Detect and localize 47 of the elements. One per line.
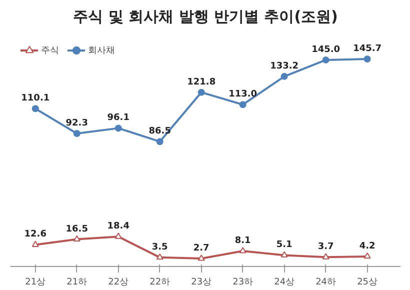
point	[280, 72, 288, 80]
point	[364, 252, 371, 259]
point	[73, 130, 80, 137]
data-label: 2.7	[193, 244, 210, 254]
chart-title: 주식 및 회사채 발행 반기별 추이(조원)	[73, 8, 338, 26]
x-tick-label: 21상	[25, 278, 46, 288]
data-label: 110.1	[21, 94, 50, 104]
x-tick-label: 21하	[66, 278, 88, 288]
data-label: 92.3	[66, 118, 88, 128]
point	[239, 247, 246, 254]
data-label: 145.0	[312, 44, 340, 55]
data-label: 121.8	[187, 77, 216, 88]
point	[114, 124, 122, 132]
data-label: 12.6	[24, 230, 47, 240]
x-tick-label: 23상	[191, 278, 212, 288]
data-label: 133.2	[270, 61, 299, 72]
point	[114, 232, 122, 239]
point	[32, 240, 39, 247]
point	[73, 235, 80, 242]
point	[198, 254, 205, 261]
data-label: 145.7	[353, 44, 382, 54]
data-label: 8.1	[234, 236, 251, 246]
legend-label: 회사채	[88, 44, 115, 56]
data-label: 18.4	[107, 222, 130, 232]
x-tick-label: 24하	[316, 278, 336, 288]
point	[156, 253, 164, 260]
point	[322, 56, 330, 64]
data-label: 16.5	[66, 224, 88, 234]
point	[280, 251, 288, 258]
legend-label: 주식	[41, 44, 60, 56]
point	[322, 253, 330, 260]
x-tick-label: 23하	[232, 278, 254, 288]
point	[364, 55, 371, 62]
data-label: 3.7	[318, 242, 334, 252]
data-label: 113.0	[228, 90, 258, 100]
x-tick-label: 25상	[357, 278, 378, 288]
point	[32, 105, 39, 112]
data-label: 3.5	[152, 242, 168, 252]
point	[239, 101, 246, 108]
x-tick-label: 22상	[108, 278, 129, 288]
point	[198, 88, 205, 96]
point	[156, 138, 164, 146]
data-label: 4.2	[359, 241, 376, 252]
data-label: 96.1	[107, 113, 130, 124]
data-label: 5.1	[276, 240, 292, 250]
x-tick-label: 22하	[150, 278, 170, 288]
x-tick-label: 24상	[274, 278, 295, 288]
